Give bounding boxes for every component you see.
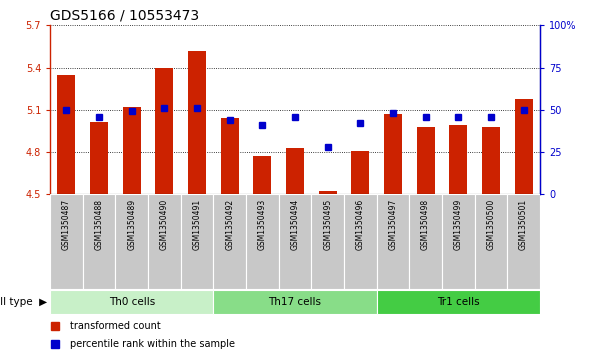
- Bar: [351, 151, 369, 194]
- FancyBboxPatch shape: [507, 194, 540, 289]
- Bar: [155, 68, 173, 194]
- Bar: [417, 127, 435, 194]
- Bar: [188, 51, 206, 194]
- FancyBboxPatch shape: [50, 290, 214, 314]
- Text: transformed count: transformed count: [70, 321, 160, 331]
- Bar: [286, 148, 304, 194]
- Text: cell type  ▶: cell type ▶: [0, 297, 47, 307]
- FancyBboxPatch shape: [312, 194, 344, 289]
- FancyBboxPatch shape: [474, 194, 507, 289]
- FancyBboxPatch shape: [409, 194, 442, 289]
- FancyBboxPatch shape: [376, 194, 409, 289]
- FancyBboxPatch shape: [148, 194, 181, 289]
- Text: GSM1350497: GSM1350497: [388, 199, 398, 250]
- Bar: [482, 127, 500, 194]
- Text: GSM1350500: GSM1350500: [486, 199, 496, 250]
- Text: GSM1350487: GSM1350487: [62, 199, 71, 250]
- Bar: [319, 191, 337, 194]
- Text: GSM1350499: GSM1350499: [454, 199, 463, 250]
- Text: GSM1350488: GSM1350488: [94, 199, 104, 250]
- Bar: [384, 114, 402, 194]
- Text: Tr1 cells: Tr1 cells: [437, 297, 480, 307]
- Bar: [514, 99, 533, 194]
- Bar: [123, 107, 141, 194]
- FancyBboxPatch shape: [116, 194, 148, 289]
- Bar: [449, 125, 467, 194]
- Text: GSM1350493: GSM1350493: [258, 199, 267, 250]
- Bar: [253, 156, 271, 194]
- Text: GSM1350495: GSM1350495: [323, 199, 332, 250]
- Text: percentile rank within the sample: percentile rank within the sample: [70, 339, 235, 349]
- Text: GSM1350492: GSM1350492: [225, 199, 234, 250]
- FancyBboxPatch shape: [181, 194, 214, 289]
- Text: GSM1350496: GSM1350496: [356, 199, 365, 250]
- Text: GSM1350489: GSM1350489: [127, 199, 136, 250]
- FancyBboxPatch shape: [83, 194, 116, 289]
- Text: Th17 cells: Th17 cells: [268, 297, 322, 307]
- FancyBboxPatch shape: [278, 194, 312, 289]
- FancyBboxPatch shape: [442, 194, 474, 289]
- FancyBboxPatch shape: [50, 194, 83, 289]
- Text: GSM1350501: GSM1350501: [519, 199, 528, 250]
- Text: GDS5166 / 10553473: GDS5166 / 10553473: [50, 9, 199, 23]
- Text: GSM1350498: GSM1350498: [421, 199, 430, 250]
- Bar: [57, 75, 76, 194]
- Bar: [90, 122, 108, 194]
- FancyBboxPatch shape: [376, 290, 540, 314]
- FancyBboxPatch shape: [214, 290, 376, 314]
- Text: GSM1350490: GSM1350490: [160, 199, 169, 250]
- Text: GSM1350494: GSM1350494: [290, 199, 300, 250]
- Bar: [221, 118, 239, 194]
- Text: GSM1350491: GSM1350491: [192, 199, 202, 250]
- FancyBboxPatch shape: [246, 194, 278, 289]
- FancyBboxPatch shape: [344, 194, 376, 289]
- Text: Th0 cells: Th0 cells: [109, 297, 155, 307]
- FancyBboxPatch shape: [214, 194, 246, 289]
